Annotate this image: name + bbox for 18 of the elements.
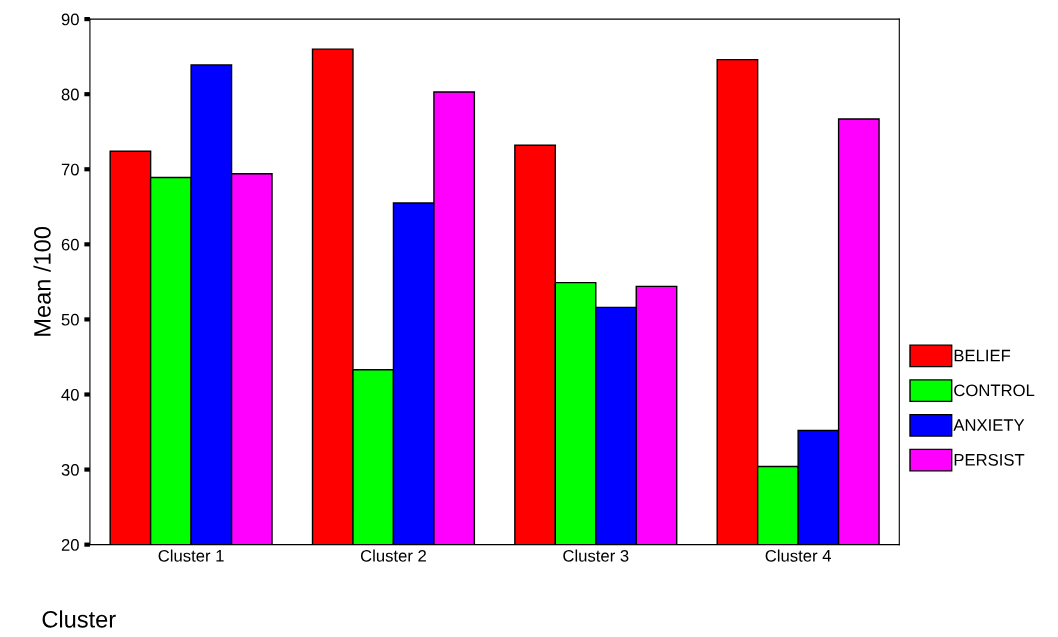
y-tick-label: 50 [61, 313, 79, 326]
legend-label: ANXIETY [953, 419, 1025, 431]
y-tick-label: 80 [61, 88, 79, 101]
x-tick-label: Cluster 3 [563, 549, 629, 562]
legend-label: PERSIST [954, 453, 1025, 466]
x-tick-label: Cluster 1 [158, 549, 224, 562]
y-axis-title: Mean /100 [33, 227, 51, 336]
x-axis-title: Cluster [42, 610, 116, 628]
y-tick-label: 40 [61, 388, 79, 401]
legend-label: CONTROL [954, 384, 1035, 397]
y-tick-label: 60 [61, 238, 79, 251]
x-tick-label: Cluster 4 [765, 549, 831, 562]
y-tick-label: 70 [61, 163, 79, 176]
y-tick-label: 20 [61, 539, 79, 551]
y-tick-label: 30 [61, 463, 79, 476]
legend-label: BELIEF [954, 349, 1011, 362]
y-tick-label: 90 [61, 13, 79, 26]
x-tick-label: Cluster 2 [360, 549, 426, 562]
